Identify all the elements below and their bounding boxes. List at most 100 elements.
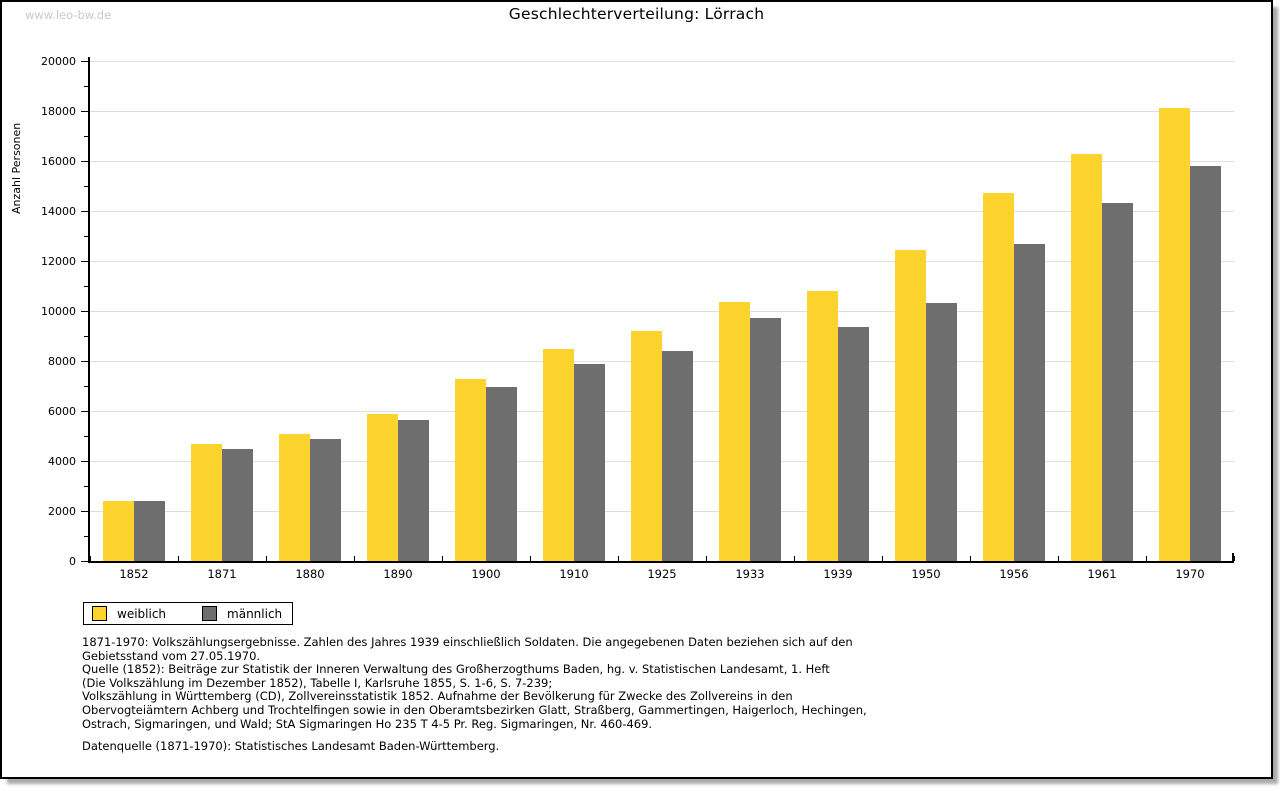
bar-weiblich-1880 (279, 434, 310, 561)
footnote-line: Gebietsstand vom 27.05.1970. (82, 648, 261, 663)
bar-männlich-1880 (310, 439, 341, 561)
x-tick (1233, 556, 1235, 561)
y-tick-minor (84, 136, 88, 137)
x-axis-category-label: 1871 (207, 567, 237, 581)
bar-männlich-1910 (574, 364, 605, 561)
bar-männlich-1950 (926, 303, 957, 561)
chart-frame: www.leo-bw.de Geschlechterverteilung: Lö… (0, 0, 1273, 779)
y-axis-tick-label: 16000 (41, 154, 76, 168)
x-axis-category-label: 1852 (119, 567, 149, 581)
x-tick (177, 556, 179, 561)
y-axis-line (88, 57, 90, 563)
x-tick (265, 556, 267, 561)
gridline-y-16000 (90, 161, 1234, 162)
plot-area: 0 2000 4000 6000 8000 10000 12000 14000 16000 180… (41, 55, 1235, 581)
bar-männlich-1933 (750, 318, 781, 561)
y-axis-tick-label: 4000 (48, 454, 76, 468)
bar-männlich-1900 (486, 387, 517, 561)
x-axis-category-label: 1939 (823, 567, 853, 581)
data-source-line: Datenquelle (1871-1970): Statistisches L… (82, 739, 500, 754)
y-tick-major (81, 161, 88, 162)
y-axis-tick-label: 8000 (48, 354, 76, 368)
bar-weiblich-1956 (983, 193, 1014, 561)
bar-weiblich-1852 (103, 501, 134, 561)
x-tick (89, 556, 91, 561)
y-tick-major (81, 361, 88, 362)
gridline-y-18000 (90, 111, 1234, 112)
legend-label-männlich: männlich (227, 606, 283, 621)
y-axis-tick-label: 20000 (41, 54, 76, 68)
chart-title: Geschlechterverteilung: Lörrach (508, 5, 765, 23)
x-axis-line (88, 561, 1234, 563)
gridline-y-10000 (90, 311, 1234, 312)
y-tick-major (81, 211, 88, 212)
footnote-line: Quelle (1852): Beiträge zur Statistik de… (82, 662, 830, 677)
y-tick-major (81, 461, 88, 462)
y-tick-minor (84, 286, 88, 287)
bar-männlich-1956 (1014, 244, 1045, 561)
y-tick-major (81, 61, 88, 62)
bar-weiblich-1950 (895, 250, 926, 561)
x-axis-category-label: 1900 (471, 567, 501, 581)
watermark-text: www.leo-bw.de (25, 8, 112, 22)
y-tick-minor (84, 536, 88, 537)
bar-weiblich-1900 (455, 379, 486, 561)
y-axis-title: Anzahl Personen (10, 122, 23, 214)
y-axis-tick-label: 12000 (41, 254, 76, 268)
y-axis-tick-label: 6000 (48, 404, 76, 418)
y-axis-tick-label: 10000 (41, 304, 76, 318)
y-axis-tick-label: 0 (69, 554, 76, 568)
legend-entry-weiblich: weiblich (92, 606, 166, 621)
y-tick-major (81, 511, 88, 512)
gridline-y-20000 (90, 61, 1234, 62)
x-axis-end-tick (1232, 553, 1234, 561)
legend-swatch-männlich (202, 606, 218, 621)
legend-label-weiblich: weiblich (117, 606, 167, 621)
bar-männlich-1871 (222, 449, 253, 561)
legend-entry-männlich: männlich (202, 606, 282, 621)
bar-weiblich-1933 (719, 302, 750, 561)
bar-männlich-1852 (134, 501, 165, 561)
x-tick (441, 556, 443, 561)
bar-weiblich-1970 (1159, 108, 1190, 561)
y-tick-minor (84, 86, 88, 87)
x-axis-category-label: 1950 (911, 567, 941, 581)
x-axis-category-label: 1925 (647, 567, 677, 581)
gridline-y-14000 (90, 211, 1234, 212)
footnote-line: Ostrach, Sigmaringen, und Wald; StA Sigm… (82, 716, 653, 731)
y-tick-major (81, 311, 88, 312)
x-tick (1145, 556, 1147, 561)
x-axis-category-label: 1910 (559, 567, 589, 581)
x-axis-category-label: 1890 (383, 567, 413, 581)
x-axis-category-label: 1880 (295, 567, 325, 581)
bar-weiblich-1939 (807, 291, 838, 561)
footnote-line: 1871-1970: Volkszählungsergebnisse. Zahl… (82, 635, 853, 649)
x-axis-category-label: 1933 (735, 567, 765, 581)
bar-weiblich-1925 (631, 331, 662, 561)
footnotes-block: 1871-1970: Volkszählungsergebnisse. Zahl… (82, 635, 867, 754)
footnote-line: Obervogteiämtern Achberg und Trochtelfin… (82, 702, 867, 717)
y-tick-major (81, 261, 88, 262)
bar-weiblich-1871 (191, 444, 222, 561)
x-axis-category-label: 1956 (999, 567, 1029, 581)
y-tick-major (81, 411, 88, 412)
chart-legend: weiblich männlich (83, 602, 294, 625)
y-axis-tick-label: 14000 (41, 204, 76, 218)
bar-männlich-1925 (662, 351, 693, 561)
bar-männlich-1890 (398, 420, 429, 561)
gridline-y-12000 (90, 261, 1234, 262)
y-tick-minor (84, 186, 88, 187)
x-tick (529, 556, 531, 561)
x-axis-category-label: 1970 (1175, 567, 1205, 581)
y-tick-major (81, 111, 88, 112)
footnote-line: (Die Volkszählung im Dezember 1852), Tab… (82, 675, 553, 690)
x-tick (353, 556, 355, 561)
x-tick (969, 556, 971, 561)
y-tick-minor (84, 236, 88, 237)
y-tick-major (81, 561, 88, 562)
bar-männlich-1939 (838, 327, 869, 561)
bar-weiblich-1890 (367, 414, 398, 561)
y-tick-minor (84, 336, 88, 337)
x-tick (705, 556, 707, 561)
x-tick (617, 556, 619, 561)
